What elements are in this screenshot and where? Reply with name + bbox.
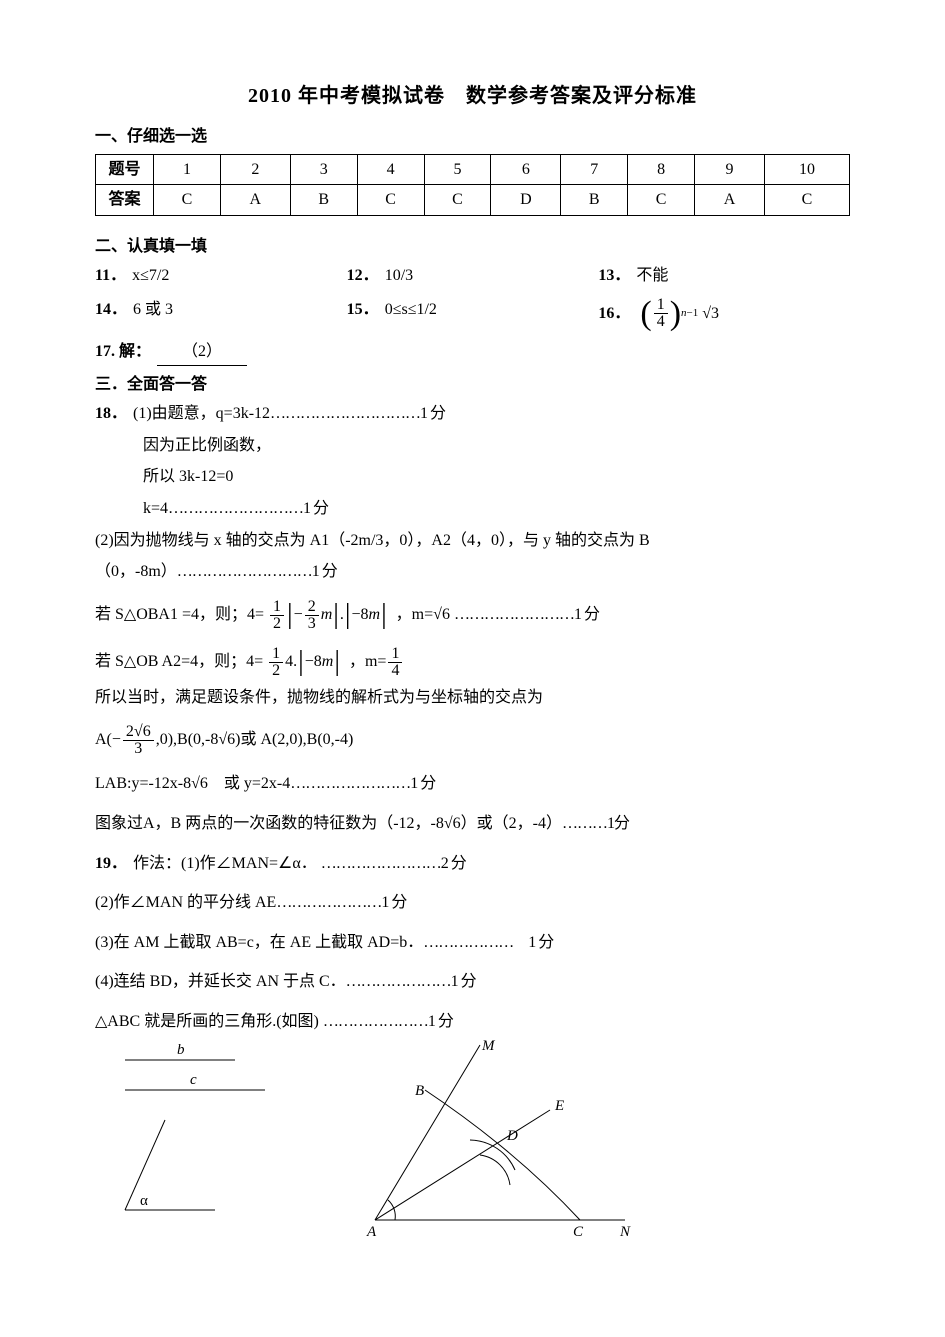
label-c: c	[190, 1072, 197, 1088]
ans: C	[628, 185, 695, 216]
q17-line: 17. 解：（2）	[95, 339, 850, 366]
col: 3	[290, 154, 357, 185]
label-E: E	[554, 1098, 564, 1114]
q19-l1: 19．作法：(1)作∠MAN=∠α． ……………………2 分	[95, 851, 850, 877]
label-M: M	[481, 1040, 496, 1054]
q15-val: 0≤s≤1/2	[385, 301, 437, 318]
q18-l6: 若 S△OBA1 =4，则；4= 12 |−23m|.|−8m| ，m=√6 ……	[95, 599, 850, 632]
q18-l9: A(−2√63,0),B(0,-8√6)或 A(2,0),B(0,-4)	[95, 724, 850, 757]
q18-l5b: （0，-8m）………………………1 分	[95, 559, 850, 585]
q11-num: 11．	[95, 267, 126, 284]
ans: C	[424, 185, 491, 216]
ans: A	[695, 185, 765, 216]
ans: B	[561, 185, 628, 216]
header-label: 题号	[96, 154, 154, 185]
label-N: N	[619, 1224, 631, 1240]
label-A: A	[366, 1224, 377, 1240]
q13-num: 13．	[598, 267, 630, 284]
ans: B	[290, 185, 357, 216]
section3-header: 三．全面答一答	[95, 372, 850, 398]
q18-l4: k=4………………………1 分	[143, 496, 850, 522]
q18-l10: LAB:y=-12x-8√6 或 y=2x-4……………………1 分	[95, 771, 850, 797]
q19-l3: (3)在 AM 上截取 AB=c，在 AE 上截取 AD=b．……………… 1 …	[95, 930, 850, 956]
col: 4	[357, 154, 424, 185]
answer-label: 答案	[96, 185, 154, 216]
q15-num: 15．	[347, 301, 379, 318]
ans: C	[764, 185, 849, 216]
q16-num: 16．	[598, 305, 630, 322]
fill-row-2: 14． 6 或 3 15． 0≤s≤1/2 16． (14)n−1 √3	[95, 297, 850, 331]
q18-l5a: (2)因为抛物线与 x 轴的交点为 A1（-2m/3，0），A2（4，0），与 …	[95, 528, 850, 554]
q19-l2: (2)作∠MAN 的平分线 AE…………………1 分	[95, 890, 850, 916]
q19-l4: (4)连结 BD，并延长交 AN 于点 C．…………………1 分	[95, 969, 850, 995]
col: 9	[695, 154, 765, 185]
label-alpha: α	[140, 1193, 148, 1209]
diagram-segments-icon: b c α	[95, 1040, 295, 1220]
q18-l7: 若 S△OB A2=4，则；4= 12 4.|−8m| ，m=14	[95, 646, 850, 679]
ans: D	[491, 185, 561, 216]
ans: C	[154, 185, 221, 216]
page-title: 2010 年中考模拟试卷 数学参考答案及评分标准	[95, 80, 850, 112]
label-b: b	[177, 1042, 185, 1058]
q18-l8: 所以当时，满足题设条件，抛物线的解析式为与坐标轴的交点为	[95, 685, 850, 711]
q18-l11: 图象过A，B 两点的一次函数的特征数为（-12，-8√6）或（2，-4）………1…	[95, 811, 850, 837]
col: 10	[764, 154, 849, 185]
section2-header: 二、认真填一填	[95, 234, 850, 260]
col: 7	[561, 154, 628, 185]
q12-num: 12．	[347, 267, 379, 284]
col: 2	[220, 154, 290, 185]
col: 6	[491, 154, 561, 185]
label-B: B	[415, 1083, 424, 1099]
diagram-row: b c α M B E D A C N	[95, 1040, 850, 1240]
q18-l2: 因为正比例函数，	[143, 433, 850, 459]
q13-val: 不能	[636, 267, 668, 284]
section1-header: 一、仔细选一选	[95, 124, 850, 150]
table-header-row: 题号 1 2 3 4 5 6 7 8 9 10	[96, 154, 850, 185]
table-answer-row: 答案 C A B C C D B C A C	[96, 185, 850, 216]
label-C: C	[573, 1224, 584, 1240]
q14-val: 6 或 3	[133, 301, 173, 318]
ans: A	[220, 185, 290, 216]
q17-val: （2）	[157, 339, 247, 366]
col: 8	[628, 154, 695, 185]
q11-val: x≤7/2	[132, 267, 169, 284]
fill-row-1: 11． x≤7/2 12． 10/3 13． 不能	[95, 263, 850, 289]
q14-num: 14．	[95, 301, 127, 318]
q16-formula: (14)n−1 √3	[640, 297, 719, 331]
diagram-construction-icon: M B E D A C N	[355, 1040, 635, 1240]
q19-l5: △ABC 就是所画的三角形.(如图) …………………1 分	[95, 1009, 850, 1035]
answer-table: 题号 1 2 3 4 5 6 7 8 9 10 答案 C A B C C D B…	[95, 154, 850, 216]
q18-l3: 所以 3k-12=0	[143, 464, 850, 490]
q12-val: 10/3	[385, 267, 413, 284]
col: 5	[424, 154, 491, 185]
q18-l1: 18．(1)由题意，q=3k-12…………………………1 分	[95, 401, 850, 427]
ans: C	[357, 185, 424, 216]
col: 1	[154, 154, 221, 185]
label-D: D	[506, 1128, 518, 1144]
